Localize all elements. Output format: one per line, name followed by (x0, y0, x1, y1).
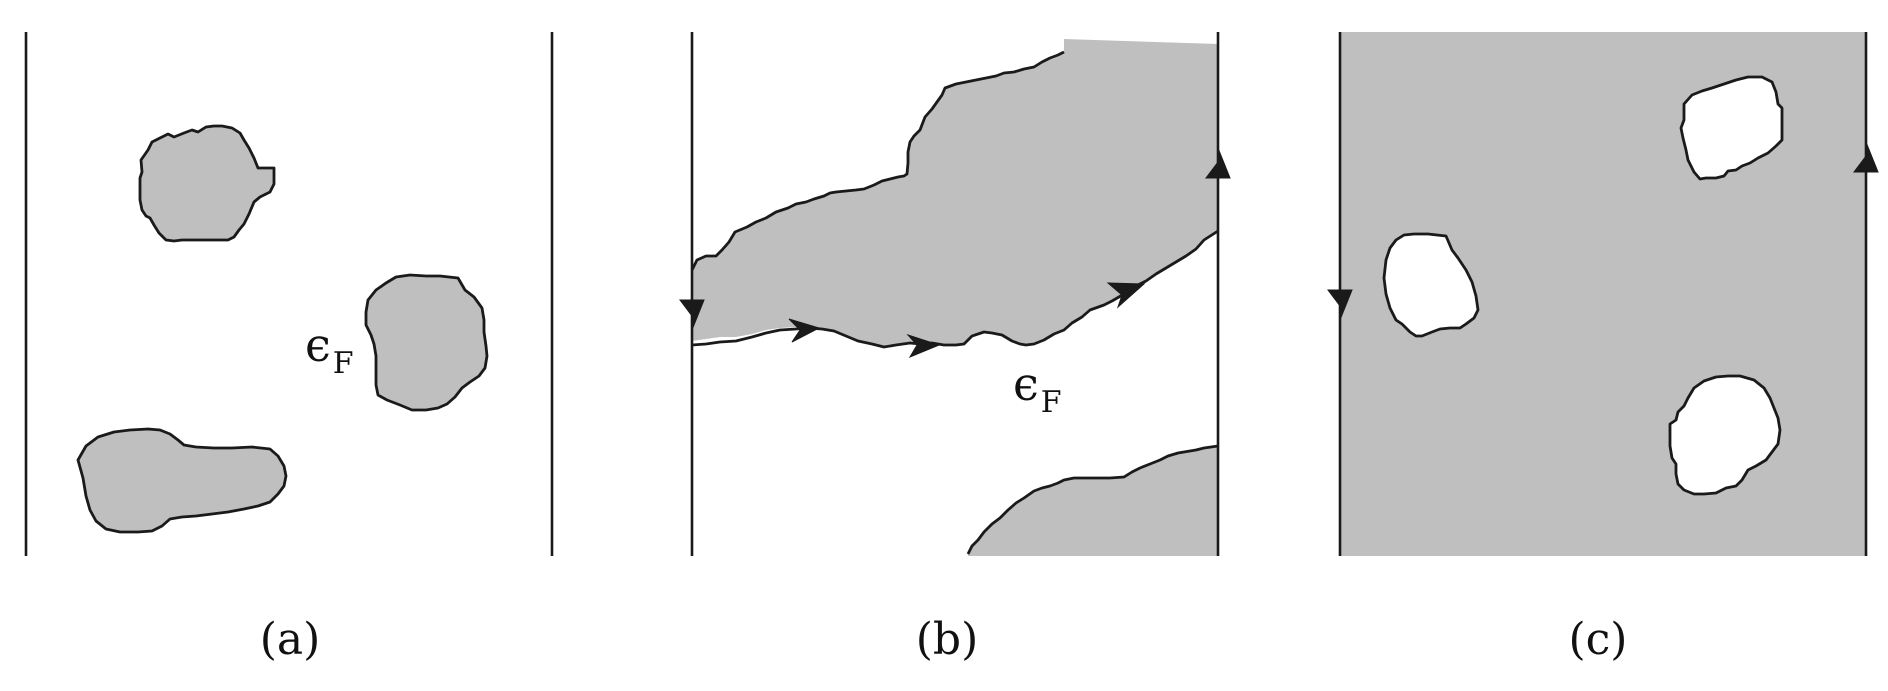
panel-c-left-wall-down-arrow (1327, 289, 1353, 321)
panel-b-shaded-corner (968, 446, 1218, 556)
panel-a-fermi-energy-label: ϵF (305, 318, 354, 381)
panel-b-edge-arrow-1 (788, 318, 821, 343)
panel-c-hole-top-right (1679, 75, 1784, 181)
panel-a: ϵF (24, 32, 554, 556)
panel-b-fermi-energy-label: ϵF (1013, 357, 1062, 420)
panel-a-puddle-bottom (76, 427, 288, 534)
panel-b-shaded-band (692, 39, 1218, 347)
panel-c-hole-bottom-right (1668, 374, 1782, 496)
panel-b-edge-arrow-3 (1106, 282, 1146, 309)
panel-c-right-wall-up-arrow (1853, 141, 1879, 173)
panel-c-hole-left (1382, 232, 1480, 338)
panel-b-label: (b) (916, 614, 979, 665)
panel-a-label: (a) (260, 614, 321, 665)
panel-b-right-wall-up-arrow (1205, 147, 1231, 179)
panel-b-left-wall-down-arrow (679, 299, 705, 331)
panel-c (1327, 32, 1879, 556)
panel-a-puddle-middle (364, 273, 489, 412)
panel-b-band-upper-edge (690, 50, 1065, 271)
panel-b-corner-edge (966, 444, 1219, 555)
panel-b-edge-arrow-2 (906, 333, 941, 359)
panel-c-label: (c) (1569, 614, 1628, 665)
panel-a-puddle-top (138, 124, 276, 243)
panel-b: ϵF (679, 32, 1231, 556)
